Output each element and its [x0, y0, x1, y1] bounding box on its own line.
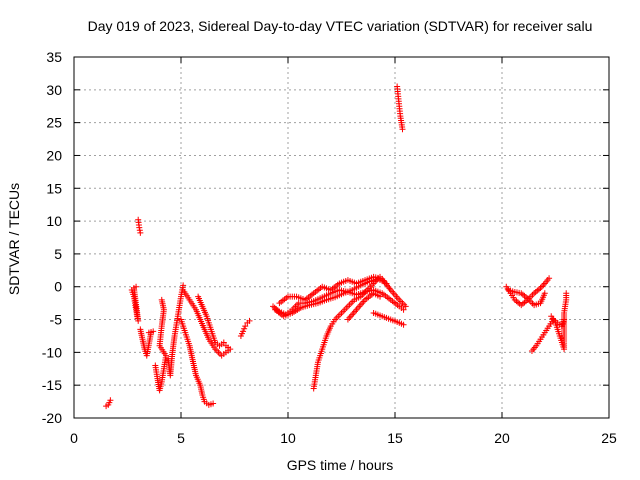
data-point	[133, 283, 140, 290]
axis-ticks: 0 5 10 15 20 25 -20 -15 -10 -5 0 5 10 15 20 25 30 35	[42, 49, 617, 446]
x-tick-label: 5	[177, 430, 185, 446]
data-point	[400, 321, 407, 328]
y-tick-label: 10	[46, 213, 62, 229]
x-tick-label: 20	[494, 430, 510, 446]
grid-lines	[74, 57, 609, 418]
data-point	[246, 317, 253, 324]
y-tick-label: 25	[46, 115, 62, 131]
x-tick-label: 0	[70, 430, 78, 446]
y-tick-label: -15	[42, 377, 62, 393]
data-point	[222, 342, 229, 349]
x-tick-label: 25	[601, 430, 617, 446]
data-point	[402, 303, 409, 310]
data-point	[145, 329, 152, 336]
data-point	[563, 290, 570, 297]
data-point	[136, 227, 143, 234]
data-point	[242, 323, 249, 330]
y-tick-label: 0	[54, 279, 62, 295]
chart-title: Day 019 of 2023, Sidereal Day-to-day VTE…	[88, 18, 593, 34]
data-point	[241, 325, 248, 332]
data-point	[107, 397, 114, 404]
data-point	[377, 273, 384, 280]
data-point	[541, 290, 548, 297]
data-point	[136, 224, 143, 231]
data-point	[137, 229, 144, 236]
y-tick-label: -20	[42, 410, 62, 426]
data-point	[158, 296, 165, 303]
y-tick-label: 20	[46, 147, 62, 163]
x-tick-label: 10	[280, 430, 296, 446]
y-axis-label: SDTVAR / TECUs	[6, 183, 22, 295]
data-point	[400, 306, 407, 313]
y-tick-label: -10	[42, 344, 62, 360]
data-points	[103, 83, 570, 410]
plot-border	[73, 56, 610, 419]
data-point	[546, 275, 553, 282]
y-tick-label: 30	[46, 82, 62, 98]
x-axis-label: GPS time / hours	[287, 457, 394, 473]
data-point	[538, 283, 545, 290]
y-tick-label: -5	[50, 312, 63, 328]
x-tick-label: 15	[387, 430, 403, 446]
data-point	[377, 293, 384, 300]
data-point	[220, 339, 227, 346]
y-tick-label: 35	[46, 49, 62, 65]
data-point	[210, 400, 217, 407]
data-point	[399, 126, 406, 133]
y-tick-label: 15	[46, 180, 62, 196]
data-point	[240, 328, 247, 335]
y-tick-label: 5	[54, 246, 62, 262]
